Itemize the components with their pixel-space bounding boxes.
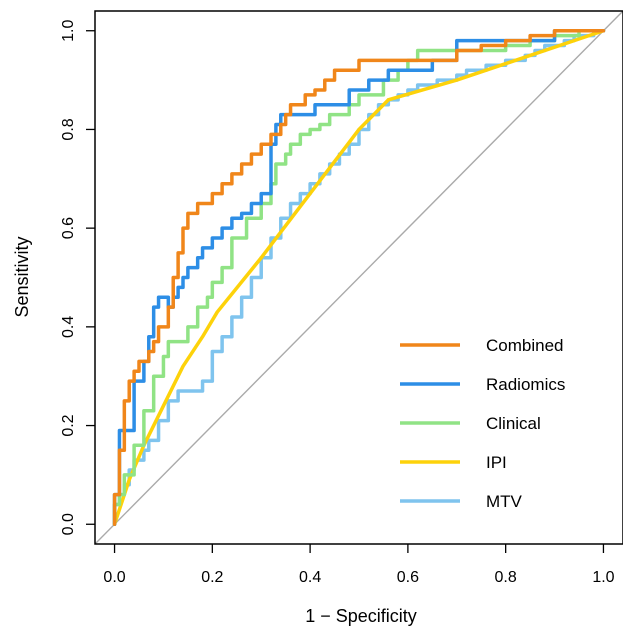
reference-line-layer <box>94 10 623 545</box>
y-tick-label: 0.0 <box>60 513 77 535</box>
x-tick-label: 0.2 <box>201 569 223 586</box>
y-tick-label: 0.4 <box>60 316 77 338</box>
y-tick-label: 0.8 <box>60 118 77 140</box>
legend-label-mtv: MTV <box>486 492 523 511</box>
legend-label-combined: Combined <box>486 336 564 355</box>
reference-diagonal-line <box>94 10 623 545</box>
series-layer <box>112 28 606 527</box>
y-tick-label: 0.6 <box>60 217 77 239</box>
x-tick-label: 0.6 <box>397 569 419 586</box>
series-line-combined <box>112 28 606 527</box>
plot-frame <box>94 10 623 545</box>
series-line-ipi <box>112 28 606 527</box>
y-axis: 0.0 0.2 0.4 0.6 0.8 1.0 <box>60 20 95 535</box>
legend-label-clinical: Clinical <box>486 414 541 433</box>
y-tick-label: 1.0 <box>60 20 77 42</box>
x-tick-label: 0.8 <box>495 569 517 586</box>
x-axis-title: 1 − Specificity <box>305 606 417 626</box>
x-tick-label: 0.4 <box>299 569 321 586</box>
series-line-radiomics <box>112 28 606 527</box>
legend-label-radiomics: Radiomics <box>486 375 565 394</box>
x-axis: 0.0 0.2 0.4 0.6 0.8 1.0 <box>103 544 615 586</box>
legend: Combined Radiomics Clinical IPI MTV <box>400 336 565 511</box>
series-line-mtv <box>112 28 606 527</box>
y-axis-title: Sensitivity <box>12 236 32 317</box>
y-tick-label: 0.2 <box>60 414 77 436</box>
x-tick-label: 0.0 <box>103 569 125 586</box>
x-tick-label: 1.0 <box>592 569 614 586</box>
legend-label-ipi: IPI <box>486 453 507 472</box>
